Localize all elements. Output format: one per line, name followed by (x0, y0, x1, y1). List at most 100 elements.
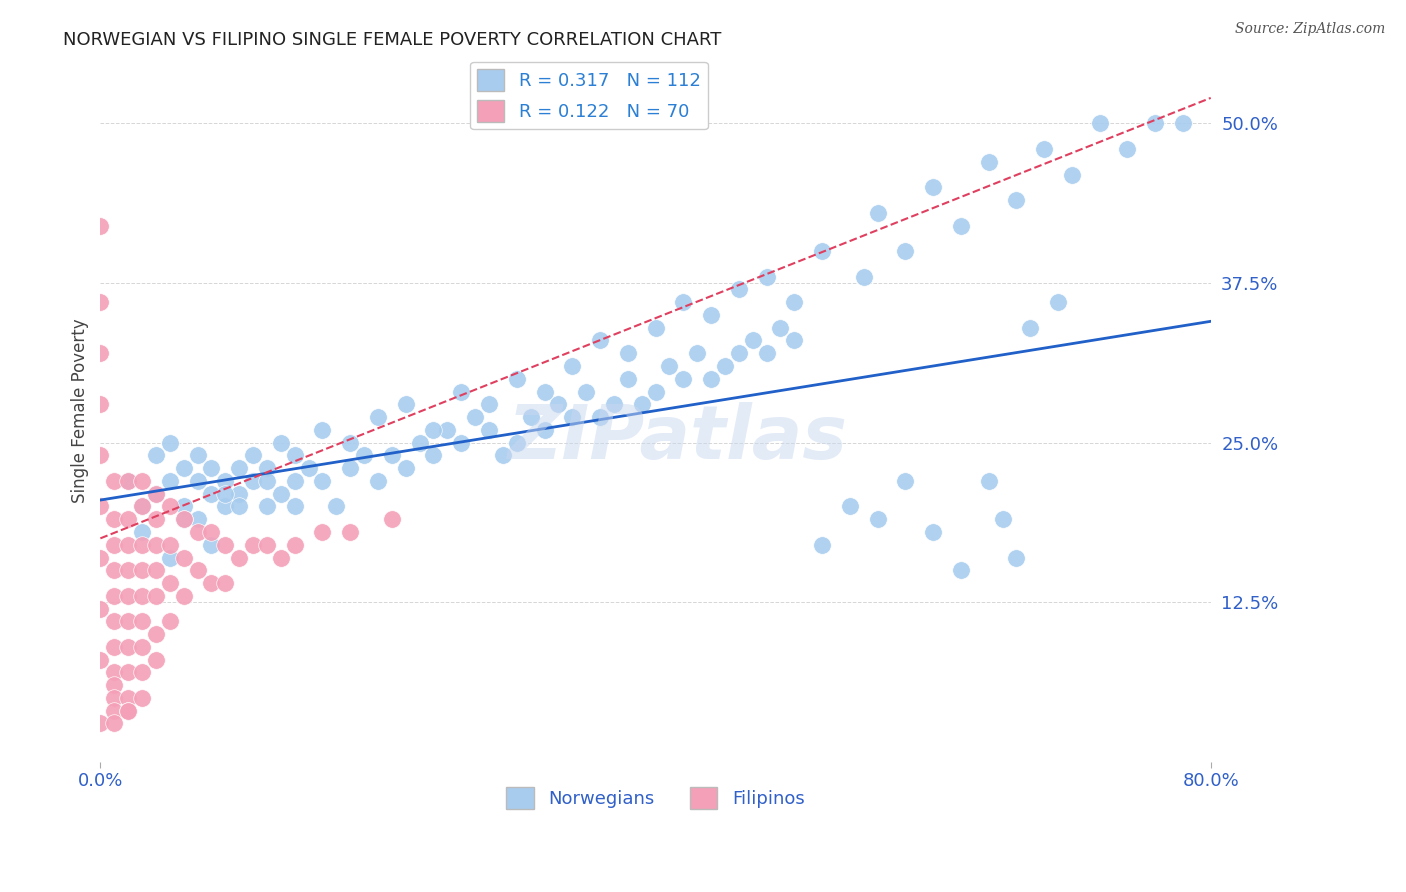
Point (450, 384, 472, 399)
Point (173, 512, 195, 526)
Point (159, 615, 181, 629)
Y-axis label: Single Female Poverty: Single Female Poverty (72, 318, 89, 503)
Point (117, 665, 139, 680)
Point (256, 500, 278, 514)
Point (866, 512, 889, 526)
Point (284, 474, 307, 488)
Point (117, 512, 139, 526)
Point (478, 423, 501, 437)
Point (1144, 116, 1167, 130)
Point (103, 665, 125, 680)
Point (367, 410, 389, 425)
Point (284, 500, 307, 514)
Point (630, 397, 652, 411)
Point (783, 334, 806, 348)
Point (561, 410, 583, 425)
Point (408, 435, 430, 450)
Point (242, 474, 264, 488)
Point (506, 435, 529, 450)
Point (603, 397, 626, 411)
Point (228, 550, 250, 565)
Point (145, 653, 167, 667)
Point (450, 435, 472, 450)
Point (339, 461, 361, 475)
Point (117, 690, 139, 705)
Point (617, 346, 640, 360)
Point (866, 206, 889, 220)
Point (672, 295, 695, 310)
Point (131, 524, 153, 539)
Point (145, 486, 167, 500)
Point (117, 640, 139, 654)
Point (589, 410, 612, 425)
Point (89, 219, 111, 233)
Point (103, 512, 125, 526)
Point (200, 524, 222, 539)
Point (270, 435, 292, 450)
Point (894, 474, 917, 488)
Point (145, 563, 167, 577)
Point (89, 295, 111, 310)
Point (852, 269, 875, 284)
Point (1171, 116, 1194, 130)
Point (131, 640, 153, 654)
Point (1060, 168, 1083, 182)
Point (103, 563, 125, 577)
Point (658, 359, 681, 373)
Point (339, 435, 361, 450)
Point (117, 704, 139, 718)
Point (117, 589, 139, 603)
Point (173, 512, 195, 526)
Point (159, 576, 181, 591)
Point (949, 563, 972, 577)
Point (1116, 142, 1139, 156)
Point (353, 449, 375, 463)
Point (173, 461, 195, 475)
Point (200, 486, 222, 500)
Point (131, 500, 153, 514)
Point (242, 449, 264, 463)
Text: Source: ZipAtlas.com: Source: ZipAtlas.com (1234, 22, 1385, 37)
Point (186, 512, 208, 526)
Point (103, 716, 125, 731)
Point (755, 346, 778, 360)
Point (214, 486, 236, 500)
Point (242, 538, 264, 552)
Point (783, 295, 806, 310)
Point (395, 461, 418, 475)
Point (131, 474, 153, 488)
Point (131, 690, 153, 705)
Point (200, 461, 222, 475)
Point (575, 384, 598, 399)
Point (339, 524, 361, 539)
Point (977, 474, 1000, 488)
Point (644, 320, 666, 334)
Point (311, 474, 333, 488)
Text: NORWEGIAN VS FILIPINO SINGLE FEMALE POVERTY CORRELATION CHART: NORWEGIAN VS FILIPINO SINGLE FEMALE POVE… (63, 31, 721, 49)
Point (367, 474, 389, 488)
Point (159, 500, 181, 514)
Point (159, 550, 181, 565)
Point (145, 486, 167, 500)
Point (89, 653, 111, 667)
Point (214, 500, 236, 514)
Point (145, 512, 167, 526)
Point (89, 500, 111, 514)
Point (506, 372, 529, 386)
Point (755, 269, 778, 284)
Point (131, 615, 153, 629)
Point (838, 500, 860, 514)
Point (589, 334, 612, 348)
Point (811, 538, 834, 552)
Point (103, 640, 125, 654)
Point (533, 423, 555, 437)
Point (811, 244, 834, 259)
Point (117, 563, 139, 577)
Point (103, 538, 125, 552)
Point (977, 154, 1000, 169)
Point (256, 461, 278, 475)
Point (270, 550, 292, 565)
Point (131, 665, 153, 680)
Point (922, 524, 945, 539)
Point (422, 449, 444, 463)
